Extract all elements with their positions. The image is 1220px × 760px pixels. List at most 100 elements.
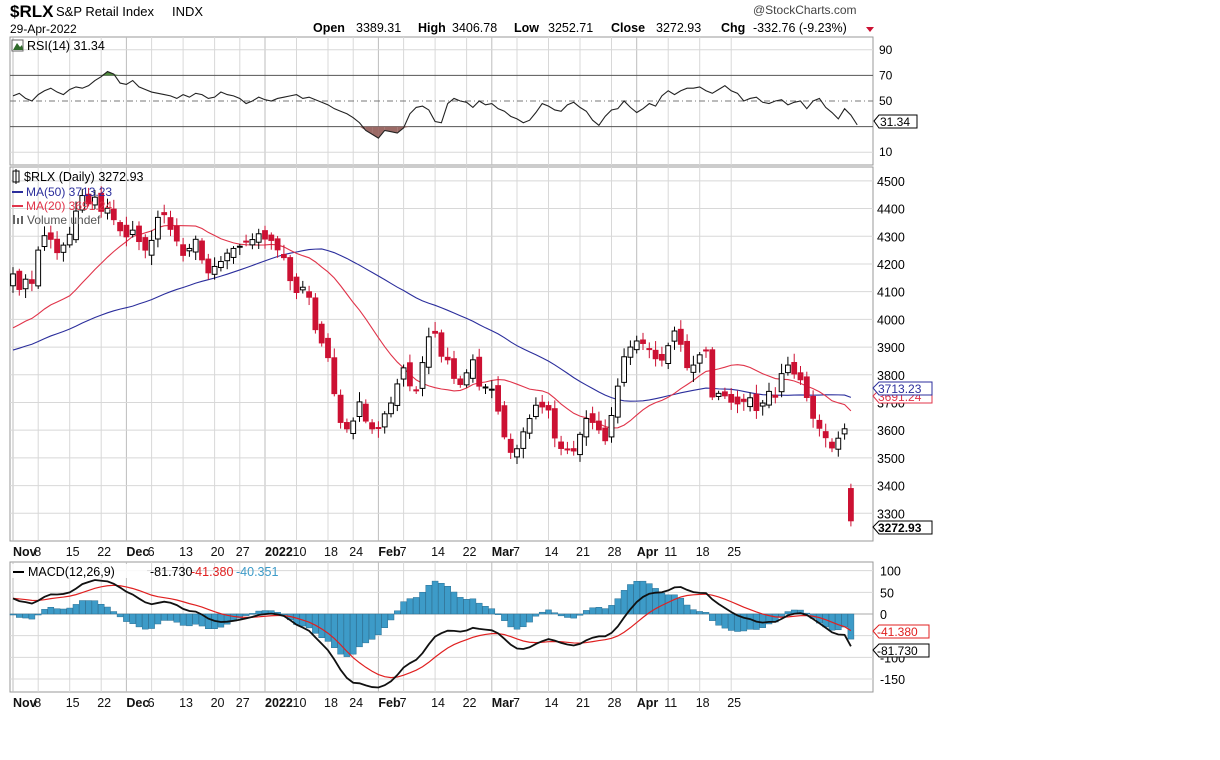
histogram-bar: [375, 613, 382, 636]
candle-body: [92, 196, 98, 206]
candle-body: [778, 373, 785, 393]
histogram-bar: [255, 610, 262, 615]
histogram-bar: [589, 607, 596, 615]
high-value: 3406.78: [452, 21, 497, 35]
histogram-bar: [627, 584, 634, 615]
histogram-bar: [236, 613, 244, 619]
histogram-bar: [406, 598, 414, 615]
candle-body: [337, 394, 344, 423]
watermark: @StockCharts.com: [753, 3, 857, 17]
x-tick-label: Nov: [13, 545, 37, 559]
histogram-bar: [646, 583, 653, 615]
candle-body: [753, 393, 760, 412]
histogram-bar: [123, 613, 130, 622]
histogram-bar: [110, 611, 118, 615]
chart-date: 29-Apr-2022: [10, 22, 77, 36]
histogram-bar: [394, 610, 401, 615]
exchange: INDX: [172, 4, 203, 19]
histogram-bar: [564, 613, 571, 618]
price-grid: [10, 167, 873, 541]
price-tick-label: 4200: [877, 258, 905, 272]
x-tick-label: Feb: [378, 545, 401, 559]
candle-body: [47, 232, 54, 240]
price-tick-label: 3300: [877, 507, 905, 521]
svg-text:3713.23: 3713.23: [878, 382, 922, 396]
histogram-bar: [179, 613, 187, 626]
low-label: Low: [514, 21, 539, 35]
x-tick-label: 11: [664, 696, 677, 710]
candle-body: [526, 418, 533, 434]
candle-body: [722, 391, 728, 397]
chg-value: -332.76 (-9.23%): [753, 21, 847, 35]
x-tick-label: 25: [727, 696, 741, 710]
histogram-bar: [664, 594, 672, 615]
x-tick-label: 18: [324, 545, 338, 559]
histogram-bar: [501, 613, 508, 621]
candle-body: [104, 207, 111, 214]
candle-body: [621, 356, 628, 383]
histogram-bar: [488, 608, 496, 615]
candle-body: [470, 359, 476, 379]
candle-body: [136, 225, 142, 243]
candle-body: [696, 354, 703, 364]
histogram-bar: [538, 611, 546, 615]
rsi-line: [12, 70, 858, 139]
histogram-bar: [450, 591, 458, 615]
candle-body: [734, 396, 741, 405]
x-tick-label: Nov: [13, 696, 37, 710]
rsi-zone-fill: [403, 126, 410, 128]
candle-body: [73, 210, 79, 241]
candle-body: [400, 367, 407, 380]
candle-body: [155, 216, 161, 240]
candle-body: [545, 405, 552, 411]
candle-body: [306, 291, 313, 298]
candle-body: [848, 488, 854, 522]
histogram-bar: [841, 613, 848, 628]
signal-tag: [872, 624, 930, 639]
candle-body: [10, 273, 16, 287]
candle-body: [129, 229, 136, 235]
x-tick-label: 6: [148, 696, 155, 710]
x-tick-label: 21: [576, 696, 590, 710]
candle-body: [199, 240, 205, 261]
candle-body: [41, 235, 48, 248]
candle-body: [677, 328, 684, 345]
histogram-bar: [343, 613, 351, 657]
x-tick-label: 15: [66, 545, 80, 559]
x-tick-label: 10: [293, 696, 307, 710]
candle-body: [325, 337, 331, 359]
histogram-bar: [116, 613, 124, 618]
ma50-tag: [872, 381, 933, 396]
candle-body: [463, 372, 470, 386]
price-tick-label: 3600: [877, 424, 905, 438]
histogram-bar: [835, 613, 842, 631]
rsi-tick-label: 10: [879, 145, 893, 159]
histogram-bar: [242, 613, 250, 616]
macd-legend-name: MACD(12,26,9): [28, 565, 115, 579]
candle-body: [161, 212, 168, 216]
histogram-bar: [135, 613, 143, 628]
candle-body: [482, 386, 489, 389]
candle-body: [148, 239, 155, 256]
histogram-bar: [60, 608, 67, 615]
histogram-bar: [620, 590, 628, 615]
histogram-bar: [513, 613, 521, 630]
candle-body: [293, 276, 300, 293]
x-tick-label: 18: [324, 696, 338, 710]
candle-body: [803, 376, 810, 398]
candle-body: [218, 260, 224, 269]
open-label: Open: [313, 21, 345, 35]
histogram-bar: [412, 597, 420, 615]
candle-body: [85, 193, 92, 205]
histogram-bar: [702, 612, 710, 615]
candle-body: [596, 420, 602, 431]
x-tick-label: 18: [696, 545, 710, 559]
histogram-bar: [727, 613, 735, 631]
histogram-bar: [66, 607, 73, 615]
price-tick-label: 4000: [877, 313, 905, 327]
rsi-zone-fill: [372, 126, 379, 139]
candle-body: [438, 332, 445, 357]
x-tick-label: Apr: [637, 696, 659, 710]
candle-body: [98, 192, 105, 212]
